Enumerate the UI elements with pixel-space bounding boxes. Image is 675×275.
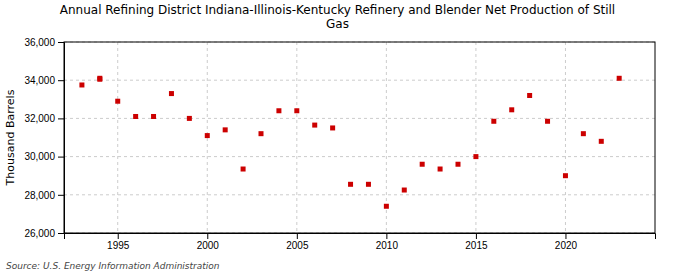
- point: [115, 99, 120, 104]
- point: [151, 114, 156, 119]
- y-tick: 36,000: [24, 37, 64, 48]
- point: [79, 82, 84, 87]
- point: [366, 182, 371, 187]
- point: [599, 139, 604, 144]
- x-tick-mark: [476, 233, 477, 239]
- x-grid-line: [475, 42, 476, 233]
- chart: 1995 2000 2005 2010 2015 2020 26,000 28,000 30,0…: [0, 0, 675, 275]
- point: [473, 154, 478, 159]
- point: [348, 182, 353, 187]
- y-tick: 28,000: [24, 190, 64, 201]
- x-tick-label: 2005: [286, 240, 309, 251]
- y-tick-label: 30,000: [24, 151, 55, 162]
- point: [241, 167, 246, 172]
- point: [491, 119, 496, 124]
- y-grid-line: [64, 80, 655, 81]
- x-grid-line: [296, 42, 297, 233]
- y-tick-label: 26,000: [24, 228, 55, 239]
- y-tick-mark: [58, 195, 64, 196]
- grid: [64, 42, 655, 233]
- point: [527, 93, 532, 98]
- y-tick: 30,000: [24, 151, 64, 162]
- y-tick-mark: [58, 157, 64, 158]
- point: [563, 173, 568, 178]
- y-tick-mark: [58, 118, 64, 119]
- y-tick-mark: [58, 42, 64, 43]
- x-tick: 2000: [197, 233, 220, 251]
- point: [294, 108, 299, 113]
- y-grid-line: [64, 156, 655, 157]
- point: [456, 162, 461, 167]
- y-tick-label: 32,000: [24, 113, 55, 124]
- y-tick-mark: [58, 233, 64, 234]
- x-axis: 1995 2000 2005 2010 2015 2020: [65, 233, 656, 251]
- x-tick-mark: [207, 233, 208, 239]
- point: [187, 116, 192, 121]
- points: [79, 76, 621, 209]
- y-axis-title: Thousand Barrels: [4, 89, 17, 186]
- x-tick: 2005: [286, 233, 309, 251]
- point: [330, 125, 335, 130]
- x-tick: 1995: [107, 233, 130, 251]
- y-tick-mark: [58, 80, 64, 81]
- y-tick-label: 34,000: [24, 75, 55, 86]
- y-axis-line: [58, 43, 65, 234]
- title: Annual Refining District Indiana-Illinoi…: [60, 3, 615, 31]
- x-grid-line: [565, 42, 566, 233]
- x-tick: 2020: [555, 233, 578, 251]
- annotation: Source: U.S. Energy Information Administ…: [6, 261, 220, 271]
- x-tick-label: 2015: [465, 240, 488, 251]
- x-tick-mark: [118, 233, 119, 239]
- point: [205, 133, 210, 138]
- y-tick-label: 36,000: [24, 37, 55, 48]
- point: [420, 162, 425, 167]
- point: [384, 204, 389, 209]
- plot: 1995 2000 2005 2010 2015 2020 26,000 28,000 30,0…: [24, 37, 655, 251]
- point: [259, 131, 264, 136]
- y-grid-line: [64, 194, 655, 195]
- point: [509, 107, 514, 112]
- y-tick-label: 28,000: [24, 190, 55, 201]
- x-tick: 2010: [376, 233, 399, 251]
- x-tick-mark: [297, 233, 298, 239]
- x-tick-mark: [386, 233, 387, 239]
- x-tick: 2015: [465, 233, 488, 251]
- plot-frame: [64, 42, 655, 233]
- y-tick: 34,000: [24, 75, 64, 86]
- point: [169, 91, 174, 96]
- x-tick-label: 2020: [555, 240, 578, 251]
- point: [617, 76, 622, 81]
- y-tick: 32,000: [24, 113, 64, 124]
- x-tick-label: 1995: [107, 240, 130, 251]
- x-tick-mark: [565, 233, 566, 239]
- x-grid-line: [117, 42, 118, 233]
- point: [312, 123, 317, 128]
- point: [438, 167, 443, 172]
- point: [133, 114, 138, 119]
- point: [402, 188, 407, 193]
- x-tick-label: 2000: [197, 240, 220, 251]
- point: [97, 76, 102, 81]
- x-tick-label: 2010: [376, 240, 399, 251]
- point: [97, 77, 102, 82]
- point: [223, 127, 228, 132]
- point: [545, 119, 550, 124]
- y-axis: 26,000 28,000 30,000 32,000 34,000 36,000: [24, 37, 64, 239]
- point: [276, 108, 281, 113]
- y-tick: 26,000: [24, 228, 64, 239]
- x-axis-line: [65, 234, 656, 240]
- point: [581, 131, 586, 136]
